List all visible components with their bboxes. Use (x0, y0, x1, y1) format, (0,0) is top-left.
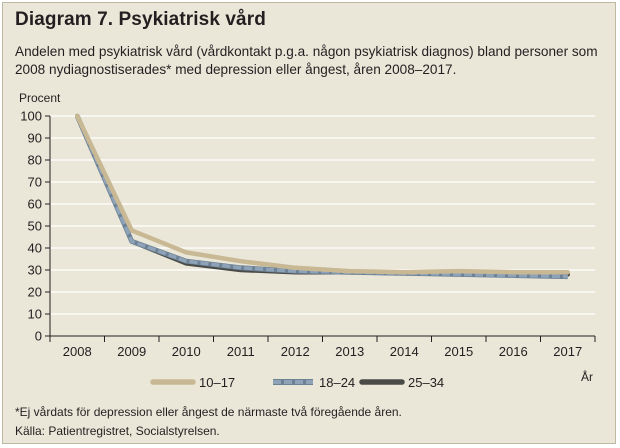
x-tick-label: 2015 (444, 344, 473, 359)
y-tick-label: 10 (28, 307, 42, 322)
y-tick-label: 0 (35, 329, 42, 344)
x-axis-ticks: 2008 2009 2010 2011 2012 2013 2014 2015 2016 2017 (49, 336, 596, 359)
x-tick-label: 2009 (117, 344, 146, 359)
y-axis-ticks: 0 10 20 30 40 50 60 70 80 90 100 (20, 109, 50, 344)
chart-panel: Diagram 7. Psykiatrisk vård Andelen med … (2, 2, 616, 444)
x-axis-title: År (581, 369, 593, 384)
y-tick-label: 80 (28, 153, 42, 168)
series-line-outline (74, 115, 568, 280)
legend-label: 18–24 (319, 375, 355, 390)
x-tick-label: 2010 (172, 344, 201, 359)
legend: 10–17 18–24 25–34 (150, 375, 444, 390)
y-tick-label: 20 (28, 285, 42, 300)
chart-title: Diagram 7. Psykiatrisk vård (15, 9, 266, 30)
y-tick-label: 60 (28, 197, 42, 212)
legend-label: 25–34 (408, 375, 444, 390)
series-line (75, 113, 570, 275)
y-axis-title: Procent (19, 91, 61, 105)
x-tick-label: 2008 (63, 344, 92, 359)
x-tick-label: 2012 (281, 344, 310, 359)
x-tick-label: 2017 (553, 344, 582, 359)
x-tick-label: 2014 (390, 344, 419, 359)
series-line (75, 115, 568, 279)
legend-label: 10–17 (199, 375, 235, 390)
y-tick-label: 100 (20, 109, 42, 124)
x-tick-label: 2011 (227, 344, 255, 359)
chart-footnote: *Ej vårdats för depression eller ångest … (15, 403, 402, 441)
y-tick-label: 40 (28, 241, 42, 256)
y-tick-label: 70 (28, 175, 42, 190)
y-tick-label: 90 (28, 131, 42, 146)
x-tick-label: 2016 (499, 344, 528, 359)
y-tick-label: 50 (28, 219, 42, 234)
footnote-definition: *Ej vårdats för depression eller ångest … (15, 405, 402, 419)
footnote-source: Källa: Patientregistret, Socialstyrelsen… (15, 424, 220, 438)
series-lines (74, 113, 570, 280)
x-tick-label: 2013 (335, 344, 364, 359)
chart-subtitle: Andelen med psykiatrisk vård (vårdkontak… (15, 44, 598, 77)
gridlines (49, 115, 595, 337)
y-tick-label: 30 (28, 263, 42, 278)
